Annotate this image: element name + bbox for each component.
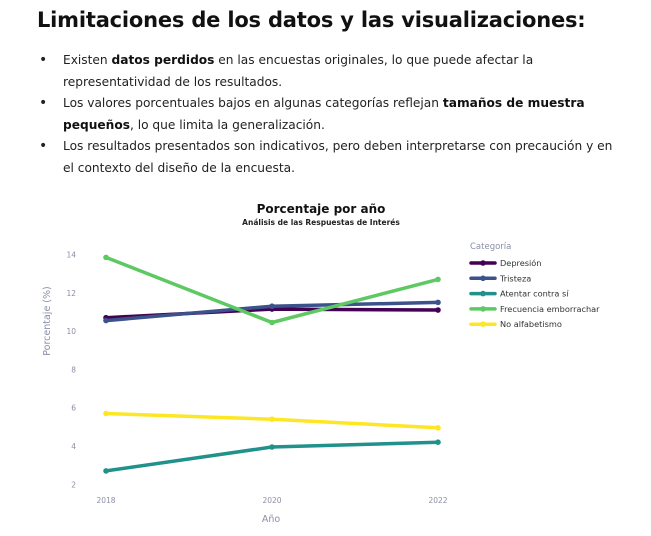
legend-title: Categoría: [470, 242, 511, 252]
bullet-text-bold: datos perdidos: [111, 53, 215, 67]
data-point: [435, 425, 441, 431]
list-item: • Los resultados presentados son indicat…: [37, 136, 615, 179]
data-point: [269, 444, 275, 450]
bullet-text-post: en las encuestas originales, lo que pued…: [63, 53, 534, 89]
x-tick-label: 2020: [262, 496, 281, 505]
bullet-icon: •: [39, 138, 48, 154]
list-item: • Los valores porcentuales bajos en algu…: [37, 93, 615, 136]
data-point: [435, 299, 441, 306]
page-heading: Limitaciones de los datos y las visualiz…: [37, 8, 586, 32]
line-chart: Porcentaje por año Análisis de las Respu…: [42, 202, 600, 525]
limitations-list: • Existen datos perdidos en las encuesta…: [37, 50, 615, 179]
legend-marker: [480, 321, 486, 327]
y-tick-label: 14: [66, 250, 76, 259]
x-tick-label: 2022: [428, 496, 447, 505]
plot-area: 2 4 6 8 10 12 14 2018 2020 2022: [66, 250, 447, 505]
legend-marker: [480, 260, 486, 266]
data-point: [435, 439, 441, 445]
data-point: [269, 303, 275, 310]
bullet-text-pre: Los valores porcentuales bajos en alguna…: [63, 96, 443, 110]
bullet-text-bold: tamaños de muestra pequeños: [63, 96, 585, 132]
bullet-icon: •: [39, 95, 48, 111]
legend: Categoría Depresión Tristeza Atentar contra…: [469, 242, 600, 329]
y-axis-label: Porcentaje (%): [42, 286, 53, 355]
y-tick-label: 4: [71, 442, 76, 451]
y-tick-label: 10: [66, 327, 76, 336]
legend-label: Depresión: [500, 258, 542, 268]
data-point: [269, 416, 275, 423]
y-tick-label: 12: [66, 289, 76, 298]
x-tick-label: 2018: [96, 496, 115, 505]
legend-label: Frecuencia emborrachar: [500, 304, 600, 314]
data-point: [103, 468, 109, 474]
data-point: [435, 307, 441, 313]
bullet-text-pre: Los resultados presentados son indicativ…: [63, 139, 613, 175]
y-tick-label: 2: [71, 480, 76, 489]
data-point: [435, 276, 441, 283]
data-point: [103, 317, 109, 324]
legend-label: Atentar contra sí: [500, 289, 569, 299]
series-line: [104, 255, 440, 325]
chart-subtitle: Análisis de las Respuestas de Interés: [242, 218, 400, 227]
bullet-icon: •: [39, 52, 48, 68]
bullet-text-post: , lo que limita la generalización.: [129, 117, 325, 132]
y-tick-label: 8: [71, 365, 76, 374]
x-axis-label: Año: [262, 514, 281, 525]
list-item: • Existen datos perdidos en las encuesta…: [37, 50, 615, 93]
legend-marker: [480, 275, 486, 282]
legend-marker: [480, 290, 486, 297]
legend-label: No alfabetismo: [500, 319, 562, 329]
y-tick-label: 6: [71, 404, 76, 413]
legend-marker: [480, 306, 486, 312]
legend-label: Tristeza: [499, 273, 531, 283]
chart-title: Porcentaje por año: [257, 202, 386, 216]
data-point: [103, 254, 109, 261]
data-point: [269, 319, 275, 326]
bullet-text-pre: Existen: [63, 53, 112, 67]
data-point: [103, 410, 109, 417]
